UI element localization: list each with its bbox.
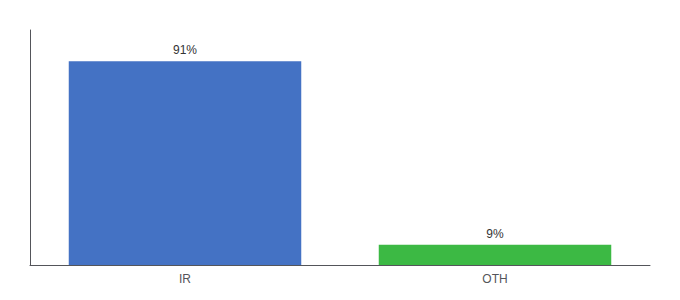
svg-text:91%: 91% [173, 43, 197, 57]
svg-text:OTH: OTH [482, 272, 507, 286]
svg-text:9%: 9% [486, 227, 504, 241]
svg-text:IR: IR [179, 272, 191, 286]
